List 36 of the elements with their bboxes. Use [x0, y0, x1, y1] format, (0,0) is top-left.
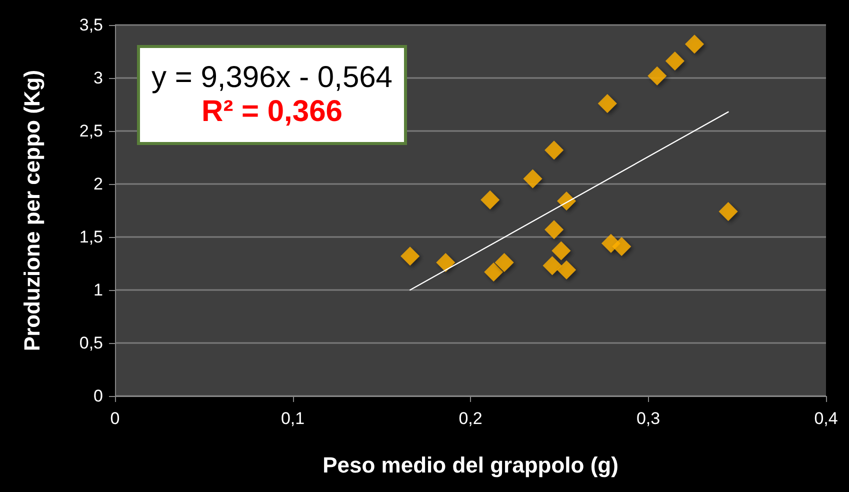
y-tick-label: 1 [94, 280, 103, 300]
point [556, 191, 576, 210]
y-tick-label: 0 [94, 386, 103, 406]
point [484, 262, 504, 282]
point [718, 202, 738, 222]
point [552, 241, 571, 260]
point [494, 252, 514, 272]
annotation: y = 9,396x - 0,564 [150, 60, 394, 95]
point [598, 94, 617, 113]
x-tick-label: 0 [110, 409, 120, 428]
point [542, 256, 562, 276]
point [400, 246, 420, 266]
point [480, 190, 500, 210]
point [544, 140, 564, 160]
point [648, 66, 667, 86]
y-axis-title: Produzione per ceppo (Kg) [20, 70, 44, 352]
point [684, 34, 704, 54]
y-tick-label: 2 [94, 174, 103, 194]
x-tick-label: 0,1 [280, 409, 305, 428]
point [436, 252, 456, 272]
point [523, 169, 542, 188]
point [665, 52, 684, 71]
y-tick-label: 1,5 [79, 228, 103, 246]
y-tick-label: 2,5 [79, 122, 103, 140]
y-tick-label: 3 [94, 68, 103, 88]
annotation: R² = 0,366 [200, 95, 344, 130]
y-tick-label: 3,5 [79, 16, 103, 34]
x-tick-label: 0,4 [814, 409, 838, 428]
point [612, 237, 632, 256]
x-tick-label: 0,2 [458, 409, 482, 428]
x-axis-title: Peso medio del grappolo (g) [322, 452, 618, 478]
point [544, 220, 564, 240]
x-tick-label: 0,3 [636, 409, 660, 428]
y-tick-label: 0,5 [79, 334, 103, 352]
point [556, 260, 576, 280]
equation-box: y = 9,396x - 0,564 R² = 0,366 [137, 45, 407, 145]
